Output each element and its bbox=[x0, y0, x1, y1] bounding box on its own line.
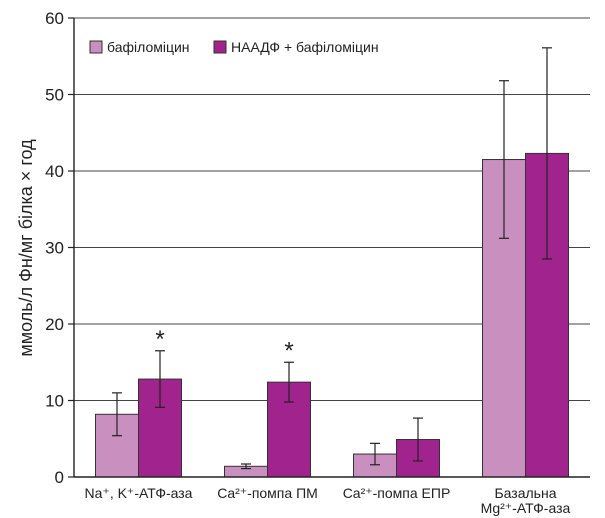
legend-swatch-1 bbox=[89, 40, 103, 54]
x-tick-labels: Na⁺, K⁺-АТФ-аза Ca²⁺-помпа ПМ Ca²⁺-помпа Е… bbox=[85, 485, 571, 516]
y-tick-label: 0 bbox=[55, 468, 64, 487]
y-tick-label: 10 bbox=[45, 392, 64, 411]
x-tick-label: Na⁺, K⁺-АТФ-аза bbox=[85, 485, 193, 501]
x-tick-label-line2: Mg²⁺-АТФ-аза bbox=[481, 500, 571, 516]
y-tick-label: 60 bbox=[45, 9, 64, 28]
error-bars bbox=[112, 47, 552, 470]
x-tick-label: Базальна bbox=[494, 485, 556, 501]
y-axis-label: ммоль/л Фн/мг білка × год bbox=[16, 139, 36, 357]
y-tick-labels: 0 10 20 30 40 50 60 bbox=[45, 9, 74, 487]
y-tick-label: 30 bbox=[45, 239, 64, 258]
y-tick-label: 40 bbox=[45, 162, 64, 181]
bars bbox=[95, 152, 569, 478]
legend-swatch-2 bbox=[213, 40, 227, 54]
annotations: * * bbox=[155, 326, 293, 364]
legend: бафіломіцин НААДФ + бафіломіцин bbox=[89, 39, 379, 55]
legend-label-1: бафіломіцин bbox=[107, 39, 190, 55]
significance-asterisk: * bbox=[284, 337, 293, 364]
y-tick-label: 20 bbox=[45, 315, 64, 334]
x-tick-label: Ca²⁺-помпа ЕПР bbox=[343, 485, 451, 501]
y-tick-label: 50 bbox=[45, 86, 64, 105]
x-tick-label: Ca²⁺-помпа ПМ bbox=[217, 485, 318, 501]
legend-label-2: НААДФ + бафіломіцин bbox=[231, 39, 379, 55]
significance-asterisk: * bbox=[155, 326, 164, 353]
